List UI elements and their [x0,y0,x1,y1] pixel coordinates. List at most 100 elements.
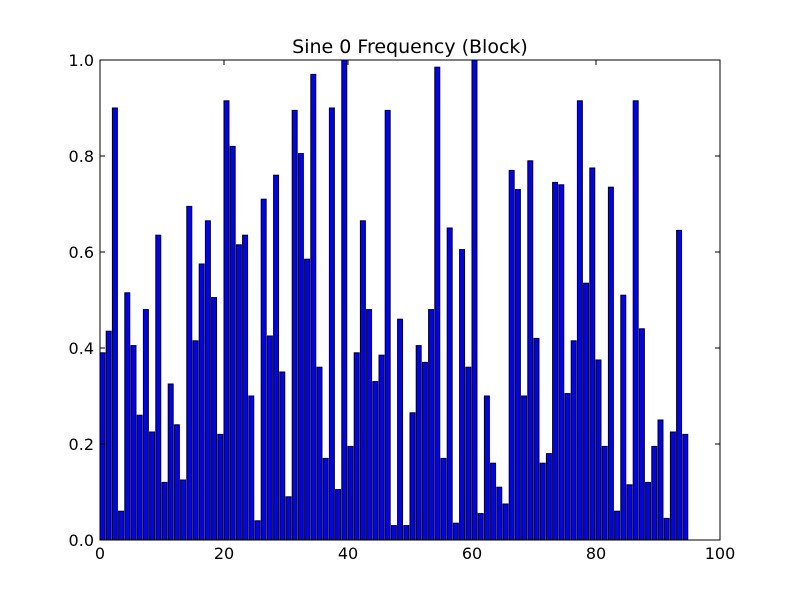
bar [589,167,596,541]
bar [359,220,366,541]
bar [483,395,490,541]
x-tick-label: 60 [462,544,482,563]
bar [198,263,205,541]
bar [446,227,453,541]
bar [229,145,236,541]
bar [669,431,676,541]
bar [663,517,670,541]
bar [328,107,335,541]
bar [155,234,162,541]
bar [322,457,329,541]
bar [601,445,608,541]
axis-ticks [99,59,721,541]
bar [471,59,478,541]
bar [260,198,267,541]
y-tick-label: 0.6 [69,243,94,262]
bar [192,340,199,541]
bar [291,109,298,541]
bar [440,457,447,541]
bar [496,486,503,541]
bar [533,337,540,541]
bar [638,328,645,541]
bar [508,169,515,541]
bar [576,100,583,541]
y-tick-label: 0.4 [69,339,94,358]
bar [465,366,472,541]
bar [645,481,652,541]
bar [211,297,218,541]
bar [353,352,360,541]
bar [521,395,528,541]
bar [248,395,255,541]
bar [558,184,565,541]
bar [372,381,379,541]
bar [421,361,428,541]
bar [657,419,664,541]
bar [285,496,292,541]
y-tick-label: 0.2 [69,435,94,454]
bar [124,292,131,541]
bar [142,309,149,541]
bar [279,371,286,541]
bar [310,73,317,541]
bar [459,249,466,541]
bar [180,479,187,541]
plot-frame [99,59,721,541]
y-tick-labels: 0.0 0.2 0.4 0.6 0.8 1.0 [69,51,94,550]
bar [173,424,180,541]
bar [99,352,106,541]
y-tick-label: 0.0 [69,531,94,550]
bar [217,433,224,541]
bar [682,433,689,541]
y-tick-label: 0.8 [69,147,94,166]
bar-group [99,59,689,541]
bar [390,525,397,541]
bar [304,258,311,541]
bar [626,484,633,541]
bar [378,354,385,541]
bar [452,522,459,541]
bar [632,100,639,541]
x-tick-label: 40 [338,544,358,563]
x-tick-label: 20 [214,544,234,563]
x-tick-label: 80 [586,544,606,563]
bar [242,234,249,541]
bar [297,153,304,541]
bar [341,59,348,541]
bar [415,345,422,541]
x-tick-label: 0 [95,544,105,563]
bar [130,345,137,541]
bar [273,174,280,541]
bar [136,414,143,541]
bar [347,445,354,541]
bar [384,109,391,541]
y-tick-label: 1.0 [69,51,94,70]
bar [235,244,242,541]
bar [552,181,559,541]
bar [583,282,590,541]
bar [204,220,211,541]
bar [428,309,435,541]
bar [539,462,546,541]
bar [167,383,174,541]
x-tick-label: 100 [705,544,736,563]
bar [490,462,497,541]
bar [545,453,552,541]
bar [564,393,571,541]
bar [614,510,621,541]
bar [434,66,441,541]
bar [651,445,658,541]
bar [676,229,683,541]
bar [409,412,416,541]
bar [527,160,534,541]
bar [254,520,261,541]
bar [620,294,627,541]
bar [403,525,410,541]
bar [118,510,125,541]
bar [266,335,273,541]
bar [366,309,373,541]
bar [335,489,342,541]
bar [607,186,614,541]
bar [316,366,323,541]
